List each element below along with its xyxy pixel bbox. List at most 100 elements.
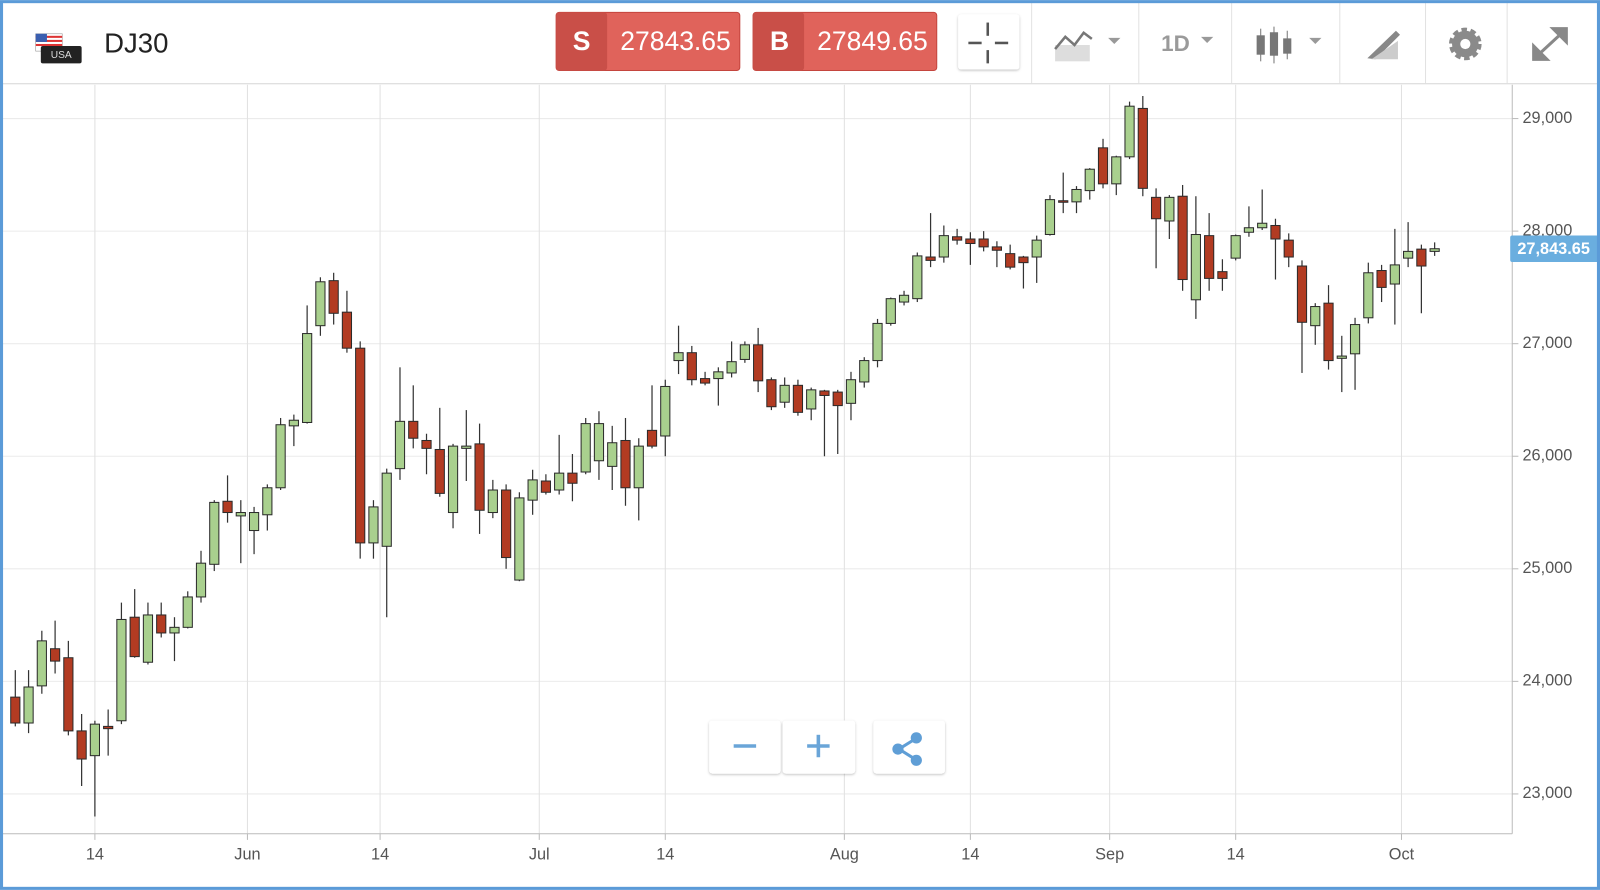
candle-body <box>182 596 193 628</box>
candle-body <box>1257 222 1268 229</box>
candle-body <box>248 512 260 532</box>
candle-style-button[interactable] <box>1256 26 1322 64</box>
candle-body <box>991 246 1003 251</box>
candle-body <box>1243 227 1255 233</box>
candle-body <box>1097 147 1109 185</box>
y-tick-label: 28,000 <box>1522 221 1572 239</box>
candle-body <box>474 443 485 511</box>
candle-body <box>408 420 419 439</box>
candle-body <box>1204 235 1215 279</box>
candle-body <box>832 391 843 407</box>
candle-body <box>1044 199 1056 236</box>
candle-body <box>766 379 777 408</box>
x-tick-label: 14 <box>86 846 104 864</box>
candle-body <box>341 311 353 349</box>
chart-type-button[interactable] <box>1054 30 1121 62</box>
candle-body <box>567 472 578 484</box>
fullscreen-button[interactable] <box>1532 27 1568 61</box>
candle-body <box>49 648 61 662</box>
candle-body <box>76 730 87 760</box>
candle-body <box>447 445 459 514</box>
candle-body <box>381 472 392 547</box>
candle-body <box>646 429 658 447</box>
zoom-in-button[interactable] <box>782 720 856 774</box>
candle-body <box>461 445 472 449</box>
candle-body <box>859 360 870 383</box>
candle-body <box>726 361 737 374</box>
candle-body <box>275 424 286 489</box>
symbol: DJ30 <box>104 27 168 58</box>
candle-body <box>607 442 618 467</box>
candle-body <box>620 439 631 489</box>
candle-body <box>1018 256 1029 264</box>
candle-body <box>806 389 817 410</box>
x-tick-label: 14 <box>656 846 674 864</box>
candle-body <box>978 238 989 248</box>
zoom-out-button[interactable] <box>709 720 781 774</box>
candle-body <box>1283 239 1294 258</box>
y-tick-label: 24,000 <box>1522 672 1572 690</box>
candle-body <box>1376 270 1387 288</box>
zoom-controls <box>709 720 945 774</box>
candle-body <box>1416 248 1427 267</box>
candle-body <box>1058 200 1069 203</box>
candle-body <box>1270 224 1281 240</box>
candle-body <box>898 294 910 303</box>
candle-body <box>1296 265 1308 323</box>
candle-body <box>580 423 591 473</box>
settings-button[interactable] <box>1448 27 1482 61</box>
candle-body <box>1389 264 1400 285</box>
candle-body <box>885 298 896 324</box>
x-tick-label: Aug <box>830 846 859 864</box>
candle-body <box>965 238 976 245</box>
candle-body <box>699 378 711 384</box>
candle-body <box>235 512 246 517</box>
candle-body <box>116 618 127 722</box>
candle-body <box>1137 107 1148 189</box>
candle-body <box>527 479 538 501</box>
candle-body <box>938 235 949 258</box>
x-tick-label: 14 <box>371 846 389 864</box>
candle-body <box>1310 306 1321 327</box>
candle-body <box>262 487 273 516</box>
y-tick-label: 23,000 <box>1522 784 1572 802</box>
candle-body <box>1323 302 1334 362</box>
candle-body <box>487 489 498 514</box>
sell-button[interactable]: S 27843.65 <box>555 11 741 72</box>
candle-body <box>302 333 313 423</box>
last-price-marker <box>1510 235 1600 262</box>
candle-body <box>1150 196 1162 220</box>
candle-body <box>1336 355 1347 359</box>
candle-body <box>1084 168 1095 192</box>
flag-icon: USA <box>35 33 82 64</box>
interval-button[interactable]: 1D <box>1161 31 1214 56</box>
buy-label: B <box>770 26 789 56</box>
candle-body <box>23 686 34 724</box>
candle-body <box>925 256 936 261</box>
toolbar-separators <box>1031 0 1508 84</box>
candle-body <box>288 419 299 427</box>
candle-body <box>10 696 21 724</box>
crosshair-button[interactable] <box>958 14 1020 70</box>
candle-body <box>222 500 233 514</box>
candle-body <box>434 448 445 494</box>
candle-body <box>1429 248 1440 252</box>
sell-label: S <box>573 26 591 56</box>
candle-body <box>912 255 923 300</box>
candle-body <box>593 423 605 462</box>
buy-button[interactable]: B 27849.65 <box>752 11 938 72</box>
candle-body <box>1177 195 1188 281</box>
candle-body <box>952 236 963 241</box>
candle-body <box>195 562 207 598</box>
share-button[interactable] <box>873 720 945 774</box>
candle-body <box>328 280 339 314</box>
candle-body <box>1363 272 1374 319</box>
candle-body <box>540 480 552 493</box>
candle-body <box>1190 233 1201 301</box>
candle-body <box>129 616 140 658</box>
candle-body <box>355 347 366 544</box>
candle-body <box>845 379 857 404</box>
x-tick-label: Jun <box>234 846 260 864</box>
